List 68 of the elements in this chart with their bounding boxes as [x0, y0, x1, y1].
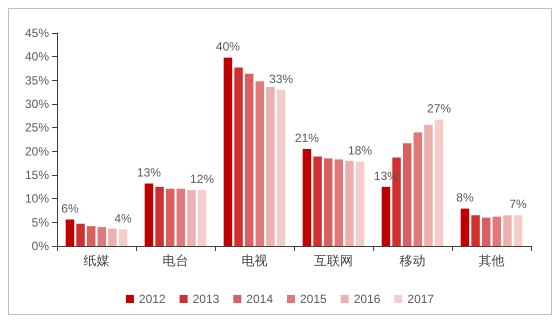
bar: [198, 190, 206, 246]
y-tick-label: 45%: [24, 26, 50, 40]
bar: [244, 74, 254, 246]
bar: [176, 188, 186, 246]
x-tick-label: 电台: [162, 253, 188, 268]
data-label: 18%: [348, 144, 372, 158]
legend-label: 2013: [192, 292, 220, 306]
y-tick-label: 10%: [24, 192, 50, 206]
legend-label: 2017: [407, 292, 434, 306]
y-tick-label: 15%: [24, 168, 50, 182]
bar: [276, 90, 286, 246]
bar: [256, 81, 264, 246]
data-label: 6%: [61, 201, 79, 216]
bar: [234, 68, 243, 246]
legend-label: 2016: [354, 292, 381, 306]
bar: [166, 188, 174, 246]
data-label: 27%: [427, 102, 452, 116]
bar: [324, 158, 332, 246]
data-label: 33%: [269, 72, 294, 86]
bar: [414, 132, 422, 246]
legend-label: 2014: [246, 292, 274, 306]
bar: [108, 228, 117, 246]
data-label: 13%: [136, 166, 162, 180]
x-tick-label: 移动: [400, 253, 426, 268]
bar: [66, 219, 74, 246]
x-tick-label: 互联网: [314, 253, 353, 268]
bar: [302, 148, 312, 246]
legend-label: 2012: [138, 292, 166, 306]
y-tick-label: 40%: [24, 50, 50, 64]
y-tick-label: 25%: [24, 120, 50, 135]
bar: [187, 190, 196, 246]
bar: [266, 86, 275, 246]
bar: [98, 227, 106, 246]
data-label: 4%: [114, 211, 132, 226]
bar: [76, 224, 85, 246]
bar: [313, 156, 322, 246]
bar: [492, 216, 502, 246]
bar: [345, 160, 354, 246]
bar: [471, 215, 480, 246]
bar: [482, 218, 490, 246]
y-tick-label: 30%: [24, 97, 50, 111]
bar: [155, 186, 164, 246]
data-label: 7%: [509, 197, 528, 212]
bar: [503, 215, 512, 246]
bar: [356, 162, 364, 246]
bar: [224, 58, 232, 246]
bar: [118, 229, 128, 246]
data-label: 12%: [190, 172, 214, 186]
bar: [144, 184, 154, 246]
bar: [514, 215, 522, 246]
x-tick-label: 其他: [478, 253, 504, 268]
x-tick-label: 电视: [242, 253, 268, 268]
data-label: 21%: [294, 130, 320, 145]
data-label: 8%: [456, 190, 474, 205]
y-tick-label: 0%: [32, 239, 50, 253]
bar: [434, 120, 444, 246]
bar: [86, 226, 96, 246]
y-tick-label: 35%: [24, 73, 50, 88]
bar: [334, 159, 344, 246]
y-tick-label: 20%: [24, 144, 50, 158]
x-tick-label: 纸媒: [84, 253, 110, 268]
bar: [402, 143, 412, 246]
data-label: 40%: [216, 40, 240, 54]
legend-label: 2015: [300, 292, 328, 306]
bar: [382, 186, 390, 246]
bar: [424, 124, 433, 246]
y-tick-label: 5%: [32, 215, 50, 230]
bar: [460, 208, 470, 246]
